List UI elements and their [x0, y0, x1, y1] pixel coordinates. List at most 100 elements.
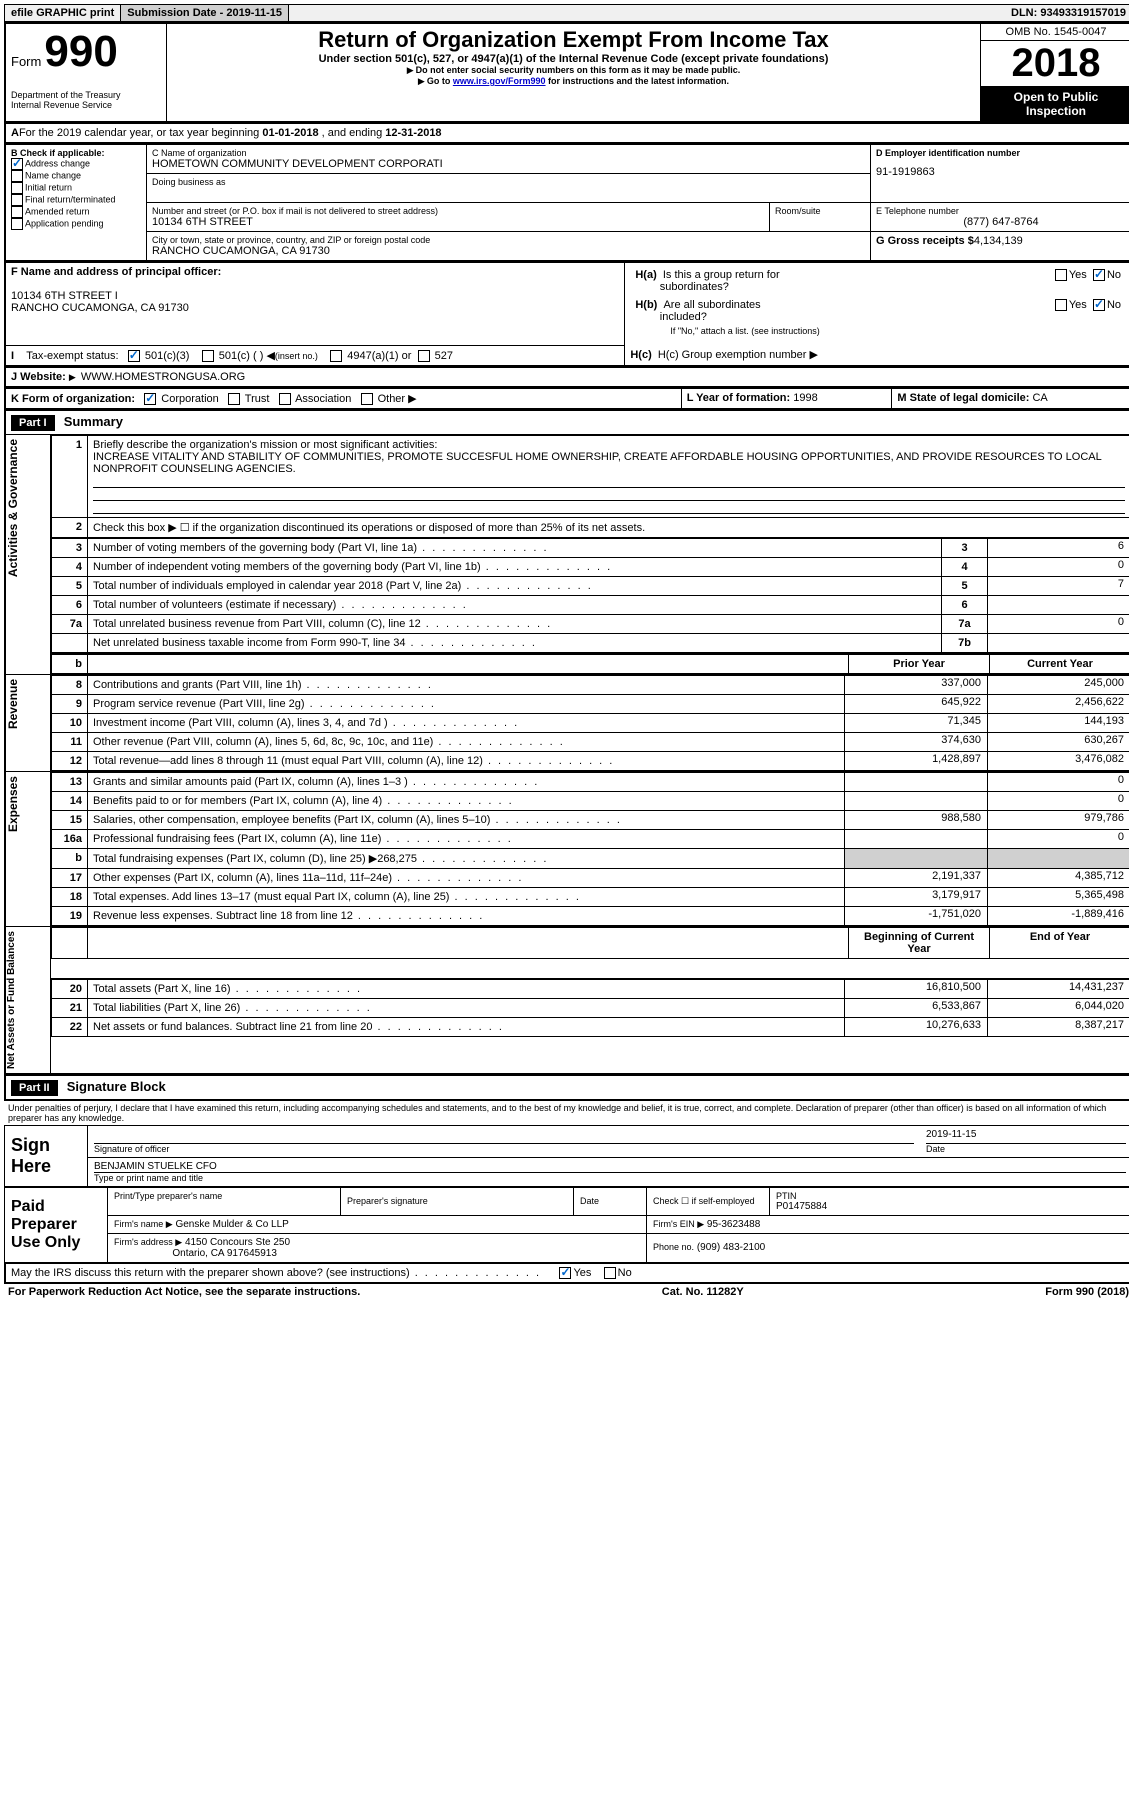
summary-line: 15 Salaries, other compensation, employe…	[52, 810, 1129, 829]
phone-value: (877) 647-8764	[876, 216, 1126, 228]
org-name-label: C Name of organization	[152, 148, 865, 158]
gov-line: 4 Number of independent voting members o…	[52, 557, 1129, 576]
501c3-checkbox[interactable]	[128, 350, 140, 362]
part2-title: Signature Block	[67, 1079, 166, 1094]
summary-line: 18 Total expenses. Add lines 13–17 (must…	[52, 887, 1129, 906]
summary-line: b Total fundraising expenses (Part IX, c…	[52, 848, 1129, 868]
form-note2: Go to www.irs.gov/Form990 for instructio…	[172, 76, 975, 87]
ptin-label: PTIN	[776, 1191, 1126, 1201]
firm-ein-label: Firm's EIN ▶	[653, 1219, 704, 1229]
form-of-org: K Form of organization: Corporation Trus…	[5, 388, 681, 409]
city-value: RANCHO CUCAMONGA, CA 91730	[152, 245, 865, 257]
footer-right: Form 990 (2018)	[1045, 1286, 1129, 1298]
ha-no-checkbox[interactable]	[1093, 269, 1105, 281]
summary-line: 9 Program service revenue (Part VIII, li…	[52, 694, 1129, 713]
check-self-employed: Check ☐ if self-employed	[653, 1196, 763, 1207]
summary-line: 11 Other revenue (Part VIII, column (A),…	[52, 732, 1129, 751]
print-name-label: Print/Type preparer's name	[114, 1191, 334, 1201]
submission-date-cell: Submission Date - 2019-11-15	[121, 5, 289, 21]
summary-line: 16a Professional fundraising fees (Part …	[52, 829, 1129, 848]
dept-treasury: Department of the Treasury Internal Reve…	[5, 87, 167, 123]
paid-preparer-label: Paid Preparer Use Only	[11, 1198, 101, 1252]
amended-return-checkbox[interactable]	[11, 206, 23, 218]
summary-line: 20 Total assets (Part X, line 16) 16,810…	[52, 980, 1129, 999]
room-label: Room/suite	[775, 206, 865, 216]
ein-label: D Employer identification number	[876, 148, 1020, 158]
form-subtitle: Under section 501(c), 527, or 4947(a)(1)…	[172, 53, 975, 65]
date-label: Date	[926, 1144, 1126, 1154]
dba-label: Doing business as	[152, 177, 865, 187]
summary-line: 19 Revenue less expenses. Subtract line …	[52, 906, 1129, 925]
officer-addr1: 10134 6TH STREET I	[11, 290, 619, 302]
discuss-yes-checkbox[interactable]	[559, 1267, 571, 1279]
summary-line: 14 Benefits paid to or for members (Part…	[52, 791, 1129, 810]
527-checkbox[interactable]	[418, 350, 430, 362]
type-name-label: Type or print name and title	[94, 1173, 1126, 1183]
hb-yes-checkbox[interactable]	[1055, 299, 1067, 311]
gov-line: 6 Total number of volunteers (estimate i…	[52, 595, 1129, 614]
initial-return-checkbox[interactable]	[11, 182, 23, 194]
hb-no-checkbox[interactable]	[1093, 299, 1105, 311]
gov-line: 5 Total number of individuals employed i…	[52, 576, 1129, 595]
city-label: City or town, state or province, country…	[152, 235, 865, 245]
form-note1: Do not enter social security numbers on …	[172, 65, 975, 76]
officer-label: F Name and address of principal officer:	[11, 266, 619, 278]
state-domicile: M State of legal domicile: CA	[892, 388, 1129, 409]
summary-line: 10 Investment income (Part VIII, column …	[52, 713, 1129, 732]
line-a: AFor the 2019 calendar year, or tax year…	[5, 124, 1129, 144]
vert-netassets: Net Assets or Fund Balances	[6, 927, 17, 1073]
firm-ein: 95-3623488	[707, 1219, 760, 1230]
form-number: 990	[44, 27, 117, 76]
year-formation: L Year of formation: 1998	[681, 388, 892, 409]
website-row: J Website: WWW.HOMESTRONGUSA.ORG	[5, 367, 1129, 387]
tax-year: 2018	[981, 41, 1129, 86]
page-footer: For Paperwork Reduction Act Notice, see …	[4, 1284, 1129, 1300]
address-change-checkbox[interactable]	[11, 158, 23, 170]
h-b-label: H(b) Are all subordinates included?	[630, 296, 962, 326]
name-change-checkbox[interactable]	[11, 170, 23, 182]
corp-checkbox[interactable]	[144, 393, 156, 405]
vert-activities: Activities & Governance	[6, 435, 20, 581]
firm-name: Genske Mulder & Co LLP	[175, 1219, 288, 1230]
footer-left: For Paperwork Reduction Act Notice, see …	[8, 1286, 360, 1298]
assoc-checkbox[interactable]	[279, 393, 291, 405]
firm-name-label: Firm's name ▶	[114, 1219, 173, 1229]
firm-addr1: 4150 Concours Ste 250	[185, 1237, 290, 1248]
vert-revenue: Revenue	[6, 675, 20, 733]
part1-title: Summary	[64, 414, 123, 429]
501c-checkbox[interactable]	[202, 350, 214, 362]
form-header: Form 990 Return of Organization Exempt F…	[4, 22, 1129, 123]
hb-note: If "No," attach a list. (see instruction…	[630, 326, 1126, 336]
4947-checkbox[interactable]	[330, 350, 342, 362]
final-return-checkbox[interactable]	[11, 194, 23, 206]
dln-cell: DLN: 93493319157019	[1005, 5, 1129, 21]
line-b: b	[52, 654, 88, 673]
current-year-header: Current Year	[990, 654, 1129, 673]
gov-line: 3 Number of voting members of the govern…	[52, 538, 1129, 557]
sig-officer-label: Signature of officer	[94, 1144, 914, 1154]
vert-expenses: Expenses	[6, 772, 20, 836]
phone-label: E Telephone number	[876, 206, 1126, 216]
officer-name: BENJAMIN STUELKE CFO	[94, 1161, 1126, 1173]
prior-year-header: Prior Year	[849, 654, 990, 673]
gross-receipts: G Gross receipts $4,134,139	[871, 232, 1129, 262]
prep-sig-label: Preparer's signature	[347, 1196, 567, 1206]
sig-date: 2019-11-15	[926, 1129, 1126, 1144]
discuss-no-checkbox[interactable]	[604, 1267, 616, 1279]
discuss-row: May the IRS discuss this return with the…	[5, 1263, 1129, 1283]
prep-phone: (909) 483-2100	[697, 1242, 765, 1253]
date2-label: Date	[580, 1196, 640, 1206]
efile-label: efile GRAPHIC print	[5, 5, 121, 21]
summary-line: 12 Total revenue—add lines 8 through 11 …	[52, 751, 1129, 770]
line1-text: INCREASE VITALITY AND STABILITY OF COMMU…	[93, 451, 1101, 475]
other-checkbox[interactable]	[361, 393, 373, 405]
open-public-badge: Open to Public Inspection	[981, 87, 1129, 123]
omb-number: OMB No. 1545-0047	[981, 24, 1129, 41]
summary-line: 13 Grants and similar amounts paid (Part…	[52, 772, 1129, 791]
ha-yes-checkbox[interactable]	[1055, 269, 1067, 281]
summary-line: 17 Other expenses (Part IX, column (A), …	[52, 868, 1129, 887]
line2-text: Check this box ▶ ☐ if the organization d…	[88, 517, 1129, 537]
ptin-value: P01475884	[776, 1201, 1126, 1212]
trust-checkbox[interactable]	[228, 393, 240, 405]
application-pending-checkbox[interactable]	[11, 218, 23, 230]
